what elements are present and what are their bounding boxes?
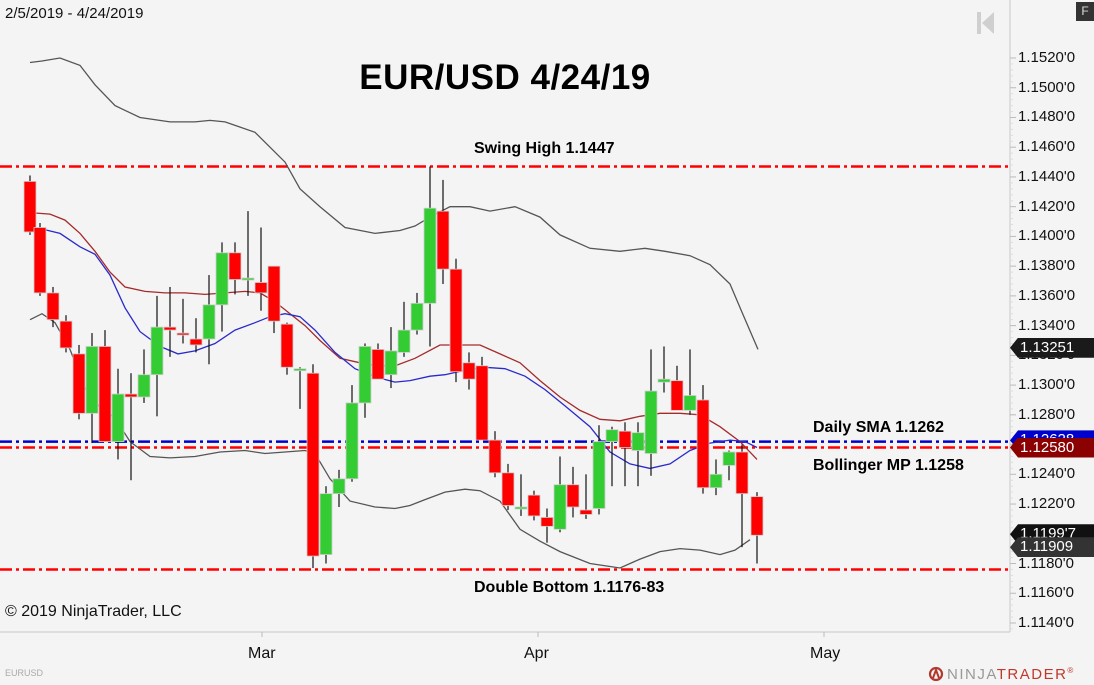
ninjatrader-logo: NINJATRADER®: [928, 666, 1075, 683]
y-tick-label: 1.1280'0: [1018, 405, 1076, 423]
price-marker: 1.13251: [1010, 337, 1094, 358]
x-tick-label: Apr: [524, 645, 549, 662]
candlesticks: [23, 166, 764, 568]
double-bottom-label: Double Bottom 1.1176-83: [474, 579, 665, 596]
copyright-text: © 2019 NinjaTrader, LLC: [5, 603, 182, 620]
price-marker: 1.12580: [1010, 437, 1094, 458]
x-tick-label: Mar: [248, 645, 276, 662]
y-axis-ticks: [1010, 57, 1016, 630]
price-marker: 1.11909: [1010, 537, 1094, 558]
brand-registered: ®: [1067, 666, 1075, 675]
brand-ninja: NINJA: [947, 666, 997, 683]
y-tick-label: 1.1240'0: [1018, 465, 1076, 483]
ninjatrader-mark-icon: [928, 666, 944, 682]
horizontal-levels: [0, 165, 1008, 571]
y-tick-label: 1.1220'0: [1018, 495, 1076, 513]
y-tick-label: 1.1180'0: [1018, 554, 1074, 572]
indicator-lines: [29, 57, 759, 569]
x-axis-ticks: [261, 632, 825, 637]
swing-high-label: Swing High 1.1447: [474, 140, 615, 157]
y-tick-label: 1.1520'0: [1018, 49, 1076, 66]
y-tick-label: 1.1440'0: [1018, 167, 1076, 185]
go-to-start-icon[interactable]: [976, 10, 996, 36]
y-tick-label: 1.1160'0: [1018, 584, 1074, 602]
y-tick-label: 1.1140'0: [1018, 613, 1074, 631]
y-tick-label: 1.1300'0: [1018, 376, 1076, 394]
daily-sma-label: Daily SMA 1.1262: [813, 419, 945, 436]
chart-title: EUR/USD 4/24/19: [359, 58, 651, 97]
y-tick-label: 1.1500'0: [1018, 78, 1076, 96]
date-range-label: 2/5/2019 - 4/24/2019: [5, 5, 144, 22]
y-tick-label: 1.1340'0: [1018, 316, 1076, 334]
f-button[interactable]: F: [1076, 2, 1094, 21]
instrument-label: EURUSD: [5, 668, 44, 678]
y-tick-label: 1.1380'0: [1018, 257, 1076, 275]
bollinger-mp-label: Bollinger MP 1.1258: [813, 457, 964, 474]
y-tick-label: 1.1400'0: [1018, 227, 1076, 245]
x-tick-label: May: [810, 645, 841, 662]
y-tick-label: 1.1460'0: [1018, 138, 1076, 156]
y-tick-label: 1.1420'0: [1018, 197, 1076, 215]
y-tick-label: 1.1480'0: [1018, 108, 1076, 126]
y-tick-label: 1.1360'0: [1018, 286, 1076, 304]
brand-trader: TRADER: [996, 666, 1068, 683]
